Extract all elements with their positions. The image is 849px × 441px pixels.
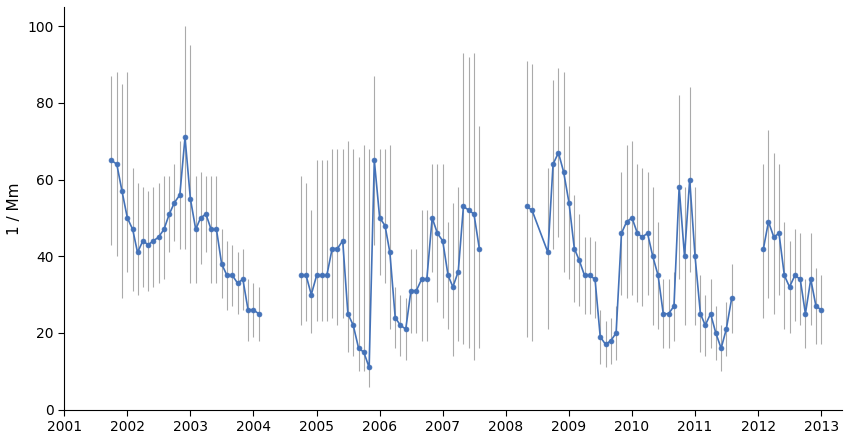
Y-axis label: 1 / Mm: 1 / Mm [7,182,22,235]
